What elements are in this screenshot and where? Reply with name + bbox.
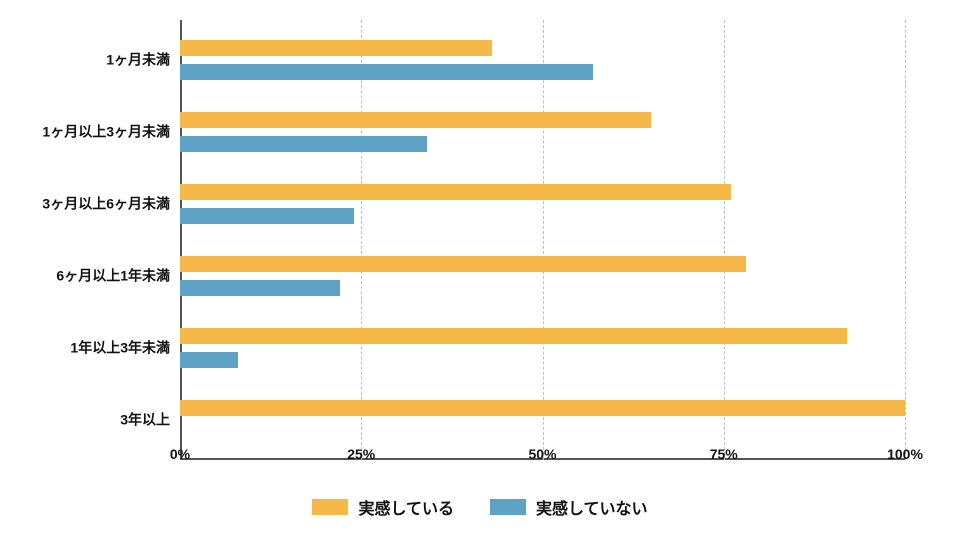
category-label: 1年以上3年未満 [0,340,170,357]
gridline [724,20,725,460]
x-tick-label: 75% [710,446,738,462]
bar [180,40,492,56]
bar [180,352,238,368]
bar [180,184,731,200]
bar [180,112,651,128]
bar [180,64,593,80]
category-label: 3年以上 [0,412,170,429]
y-axis-line [180,20,182,460]
bar [180,328,847,344]
bar [180,400,905,416]
bar [180,208,354,224]
legend-item: 実感していない [490,495,648,519]
gridline [361,20,362,460]
bar [180,280,340,296]
chart-container: 実感している 実感していない 0% 25% 50% 75% 100% 1ヶ月未満 1ヶ月以上… [0,0,960,540]
legend-swatch [312,499,348,515]
category-label: 3ヶ月以上6ヶ月未満 [0,196,170,213]
bar [180,136,427,152]
category-label: 6ヶ月以上1年未満 [0,268,170,285]
legend-label: 実感していない [536,495,648,519]
gridline [543,20,544,460]
legend: 実感している 実感していない [0,495,960,519]
category-label: 1ヶ月未満 [0,52,170,69]
category-label: 1ヶ月以上3ヶ月未満 [0,124,170,141]
legend-swatch [490,499,526,515]
x-tick-label: 25% [347,446,375,462]
x-tick-label: 100% [887,446,923,462]
bar [180,256,746,272]
plot-area [180,20,905,460]
x-tick-label: 50% [528,446,556,462]
x-tick-label: 0% [170,446,190,462]
gridline [905,20,906,460]
legend-label: 実感している [358,495,454,519]
legend-item: 実感している [312,495,454,519]
